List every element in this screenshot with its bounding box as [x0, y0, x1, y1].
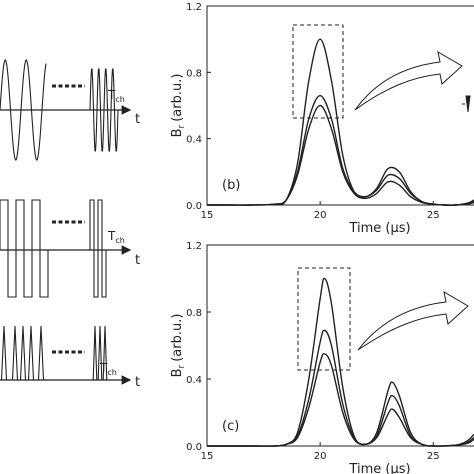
y-tick-label: 0.8 — [186, 308, 202, 319]
square-burst — [0, 199, 49, 298]
x-axis-label: Time (μs) — [348, 462, 410, 474]
x-tick-label: 20 — [314, 451, 327, 462]
plot-frame — [206, 5, 474, 206]
y-tick-label: 1.2 — [186, 2, 202, 13]
data-line — [207, 94, 474, 206]
y-tick-label: 1.2 — [186, 241, 202, 252]
inset-callouts — [292, 24, 471, 371]
data-line — [207, 104, 474, 206]
y-label-subscript: r — [177, 365, 187, 369]
period-label: Tch — [107, 229, 125, 245]
x-tick-label: 25 — [427, 451, 440, 462]
y-label-symbol: B — [170, 369, 185, 378]
axis-label: t — [135, 375, 140, 390]
plot-frame — [206, 244, 474, 447]
y-axis-label: Br (arb.u.) — [170, 314, 187, 378]
y-tick-label: 0.8 — [186, 68, 202, 79]
x-tick-label: 15 — [201, 210, 214, 221]
schematic-axes — [0, 105, 132, 385]
y-label-subscript: r — [177, 125, 187, 129]
axis-label: t — [135, 253, 140, 268]
panel-label: (b) — [222, 178, 240, 193]
y-label-unit: (arb.u.) — [170, 314, 185, 362]
period-label: Tch — [99, 361, 117, 377]
sine-burst — [89, 68, 119, 152]
y-axis-label: Br (arb.u.) — [170, 74, 187, 138]
x-tick-label: 15 — [201, 451, 214, 462]
x-axis-label: Time (μs) — [348, 221, 410, 236]
data-line — [206, 352, 474, 447]
y-label-unit: (arb.u.) — [170, 74, 185, 122]
sine-burst — [0, 59, 47, 161]
y-tick-label: 0.4 — [186, 375, 202, 386]
y-tick-label: 0.0 — [186, 201, 202, 212]
y-label-symbol: B — [170, 129, 185, 138]
panel-label: (c) — [222, 419, 239, 434]
square-burst — [89, 199, 107, 298]
ellipsis-dashes — [52, 84, 85, 354]
pulse-burst — [92, 325, 108, 381]
period-label: Tch — [107, 88, 125, 104]
x-tick-label: 25 — [427, 210, 440, 221]
y-tick-label: 0.0 — [186, 442, 202, 453]
x-tick-label: 20 — [314, 210, 327, 221]
y-tick-label: 0.4 — [186, 135, 202, 146]
axis-label: t — [135, 112, 140, 127]
waveforms — [0, 59, 119, 381]
data-line — [206, 329, 474, 447]
pulse-burst — [0, 325, 45, 381]
